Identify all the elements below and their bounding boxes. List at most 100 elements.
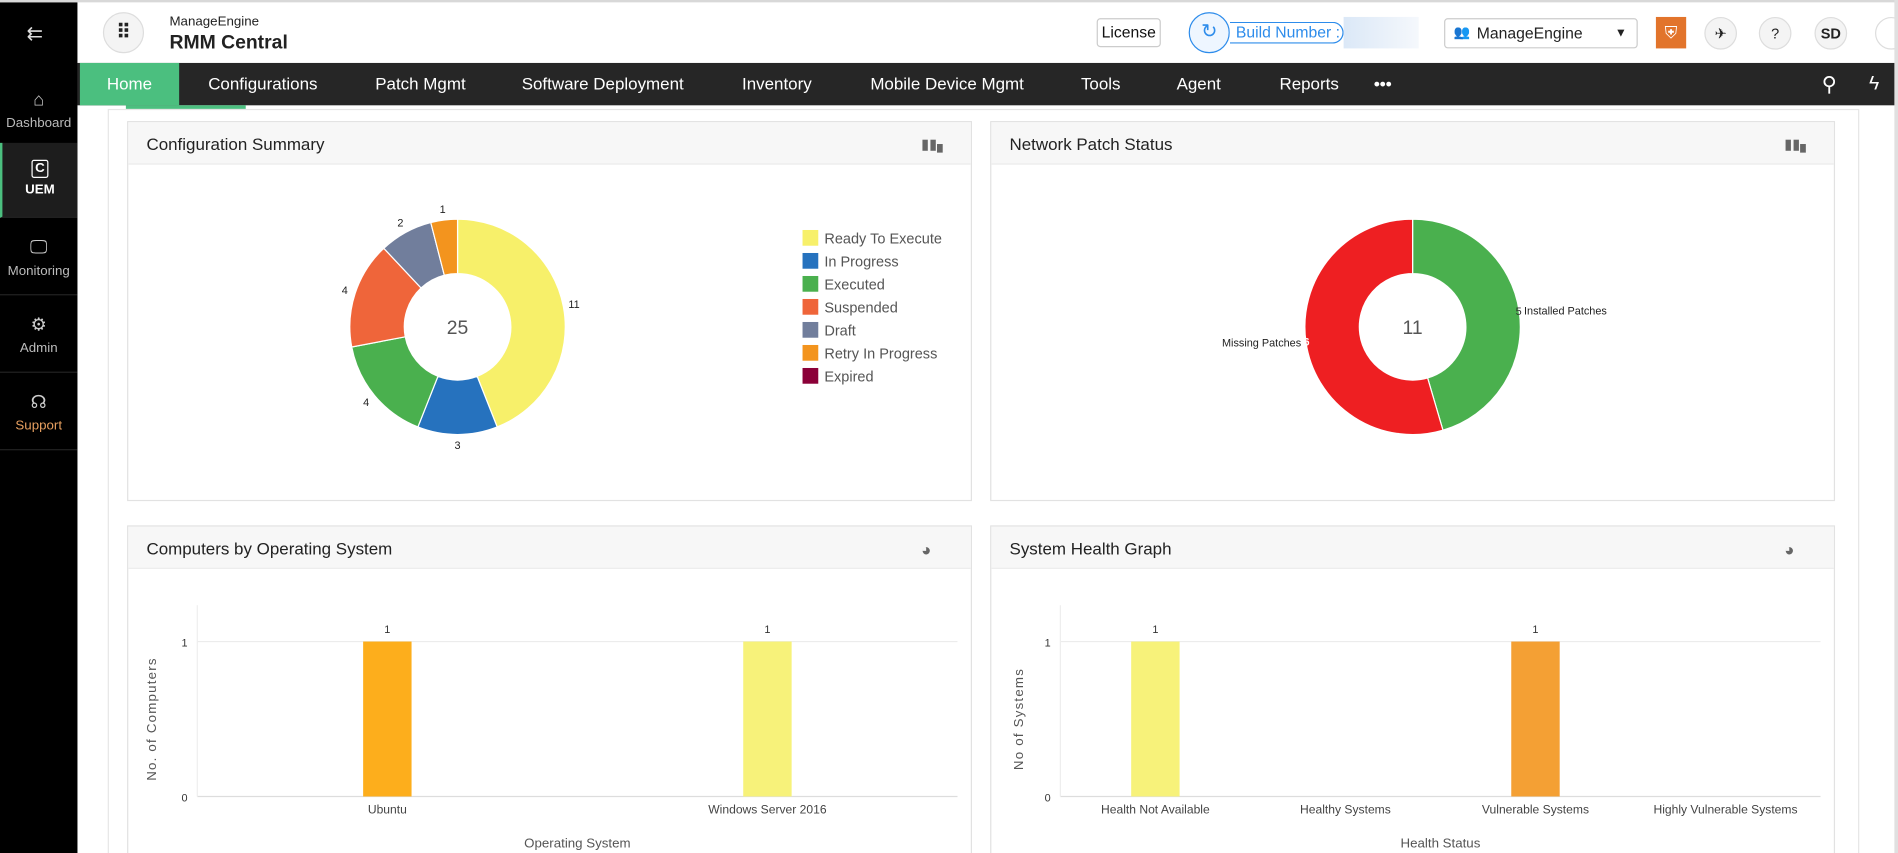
home-icon: ⌂ <box>33 89 45 111</box>
build-number-button[interactable]: ↻ Build Number : <box>1188 12 1419 54</box>
profile-icon[interactable] <box>1875 16 1898 50</box>
donut-center-total: 25 <box>447 317 469 339</box>
sidebar-item-dashboard[interactable]: ⌂ Dashboard <box>0 73 78 148</box>
x-tick-label: Health Not Available <box>1101 802 1210 816</box>
sidebar-item-support[interactable]: ☊ Support <box>0 375 78 451</box>
app-grid-icon[interactable]: ⠿ <box>102 12 145 54</box>
nav-software-deployment[interactable]: Software Deployment <box>521 73 684 94</box>
legend-label: Expired <box>824 367 874 385</box>
card-computers-by-os: Computers by Operating System ◕ 0 1 1 Ubunt… <box>127 525 972 853</box>
os-bar-chart: 0 1 1 Ubuntu 1 Windows Server 2016 Operating S… <box>144 605 958 850</box>
sidebar-item-monitoring[interactable]: 🖵 Monitoring <box>0 220 78 296</box>
sidebar-item-admin[interactable]: ⚙ Admin <box>0 298 78 373</box>
bar-value-label: 1 <box>1532 624 1538 636</box>
y-tick-label: 0 <box>1045 792 1051 804</box>
sidebar-item-label: UEM <box>25 182 55 198</box>
nav-tools[interactable]: Tools <box>1080 73 1121 94</box>
nav-reports[interactable]: Reports <box>1279 73 1339 94</box>
sidebar: ⇇ ⌂ Dashboard C UEM 🖵 Monitoring ⚙ Admin ☊ Su… <box>0 2 78 853</box>
nav-home[interactable]: Home <box>79 62 180 106</box>
brand-logo: ManageEngine <box>169 14 260 30</box>
legend-item[interactable]: Retry In Progress <box>802 344 938 362</box>
legend-swatch <box>802 229 819 246</box>
license-button[interactable]: License <box>1096 18 1161 48</box>
legend-item[interactable]: Suspended <box>802 298 898 316</box>
config-donut-chart: 11 3 4 4 2 1 25 <box>342 204 580 452</box>
legend-swatch <box>802 252 819 269</box>
card-system-health: System Health Graph ◕ 0 1 1 Health Not Avai… <box>990 525 1836 853</box>
organization-select[interactable]: 👥 ManageEngine ▼ <box>1444 18 1638 49</box>
build-number-value-redacted <box>1343 16 1419 49</box>
product-title: RMM Central <box>169 32 288 54</box>
x-axis-title: Health Status <box>1401 835 1481 850</box>
bar <box>1511 641 1560 797</box>
main-nav: Home Configurations Patch Mgmt Software … <box>77 62 1898 106</box>
legend-swatch <box>802 275 819 292</box>
legend-swatch <box>802 321 819 338</box>
nav-patch-mgmt[interactable]: Patch Mgmt <box>375 73 466 94</box>
legend-label: Retry In Progress <box>824 344 938 362</box>
user-avatar[interactable]: SD <box>1814 16 1848 50</box>
security-shield-icon[interactable]: ⛨ <box>1655 16 1687 49</box>
legend-swatch <box>802 298 819 315</box>
monitor-icon: 🖵 <box>29 237 48 258</box>
health-bar-chart: 0 1 1 Health Not Available Healthy Systems 1 V… <box>1011 605 1821 850</box>
bar <box>363 641 412 797</box>
y-tick-label: 1 <box>182 637 188 649</box>
rocket-icon[interactable]: ✈ <box>1704 16 1738 50</box>
data-label: 4 <box>342 285 348 297</box>
data-label: 2 <box>397 218 403 230</box>
donut-slice <box>430 218 459 276</box>
x-axis-title: Operating System <box>524 835 630 850</box>
card-configuration-summary: Configuration Summary ▮▮▖ 11 3 4 4 2 1 25 Read… <box>127 121 972 502</box>
bar-value-label: 1 <box>1152 624 1158 636</box>
data-label: 4 <box>363 397 369 409</box>
bar <box>1131 641 1180 797</box>
sidebar-item-label: Monitoring <box>7 263 70 279</box>
y-tick-label: 1 <box>1045 637 1051 649</box>
nav-more[interactable]: ••• <box>1373 73 1392 94</box>
data-label: 11 <box>568 299 579 311</box>
nav-configurations[interactable]: Configurations <box>208 73 318 94</box>
donut-slice <box>1412 218 1521 431</box>
y-axis-title: No of Systems <box>1011 668 1026 770</box>
window-top-border <box>0 0 1898 3</box>
data-label: 5 <box>1516 306 1522 318</box>
collapse-menu-icon[interactable]: ⇇ <box>26 24 43 45</box>
card-title: Configuration Summary <box>146 134 325 154</box>
card-network-patch-status: Network Patch Status ▮▮▖ 5 Installed Patc… <box>990 121 1836 502</box>
sidebar-item-label: Dashboard <box>6 116 72 131</box>
nav-agent[interactable]: Agent <box>1176 73 1221 94</box>
nav-inventory[interactable]: Inventory <box>742 73 812 94</box>
legend-item[interactable]: Draft <box>802 321 856 339</box>
legend-item[interactable]: Executed <box>802 275 885 293</box>
nav-mobile-device-mgmt[interactable]: Mobile Device Mgmt <box>870 73 1024 94</box>
card-title: System Health Graph <box>1009 538 1172 559</box>
legend-item[interactable]: Ready To Execute <box>802 229 942 247</box>
chevron-down-icon: ▼ <box>1614 26 1627 40</box>
quick-actions-bolt-icon[interactable]: ϟ <box>1868 73 1880 95</box>
search-icon[interactable]: ⚲ <box>1821 72 1837 96</box>
y-tick-label: 0 <box>182 792 188 804</box>
legend-item[interactable]: Expired <box>802 367 874 385</box>
legend-label: Executed <box>824 275 885 293</box>
help-icon[interactable]: ? <box>1758 16 1792 50</box>
data-label: 6 <box>1304 337 1310 349</box>
pie-chart-icon[interactable]: ◕ <box>921 539 932 560</box>
scrollbar[interactable] <box>1894 0 1898 853</box>
x-tick-label: Vulnerable Systems <box>1482 802 1589 816</box>
x-tick-label: Highly Vulnerable Systems <box>1653 802 1797 816</box>
card-title: Network Patch Status <box>1009 134 1173 154</box>
bar-value-label: 1 <box>764 624 770 636</box>
x-tick-label: Windows Server 2016 <box>708 802 827 816</box>
legend-item[interactable]: In Progress <box>802 252 899 270</box>
legend-label: Draft <box>824 321 856 339</box>
legend-label: In Progress <box>824 252 899 270</box>
legend-label: Suspended <box>824 298 898 316</box>
admin-gear-icon: ⚙ <box>30 314 47 336</box>
sidebar-item-uem[interactable]: C UEM <box>0 142 78 218</box>
category-label: Installed Patches <box>1524 305 1607 317</box>
y-axis-title: No. of Computers <box>144 657 159 781</box>
bar-value-label: 1 <box>384 624 390 636</box>
pie-chart-icon[interactable]: ◕ <box>1784 539 1795 560</box>
